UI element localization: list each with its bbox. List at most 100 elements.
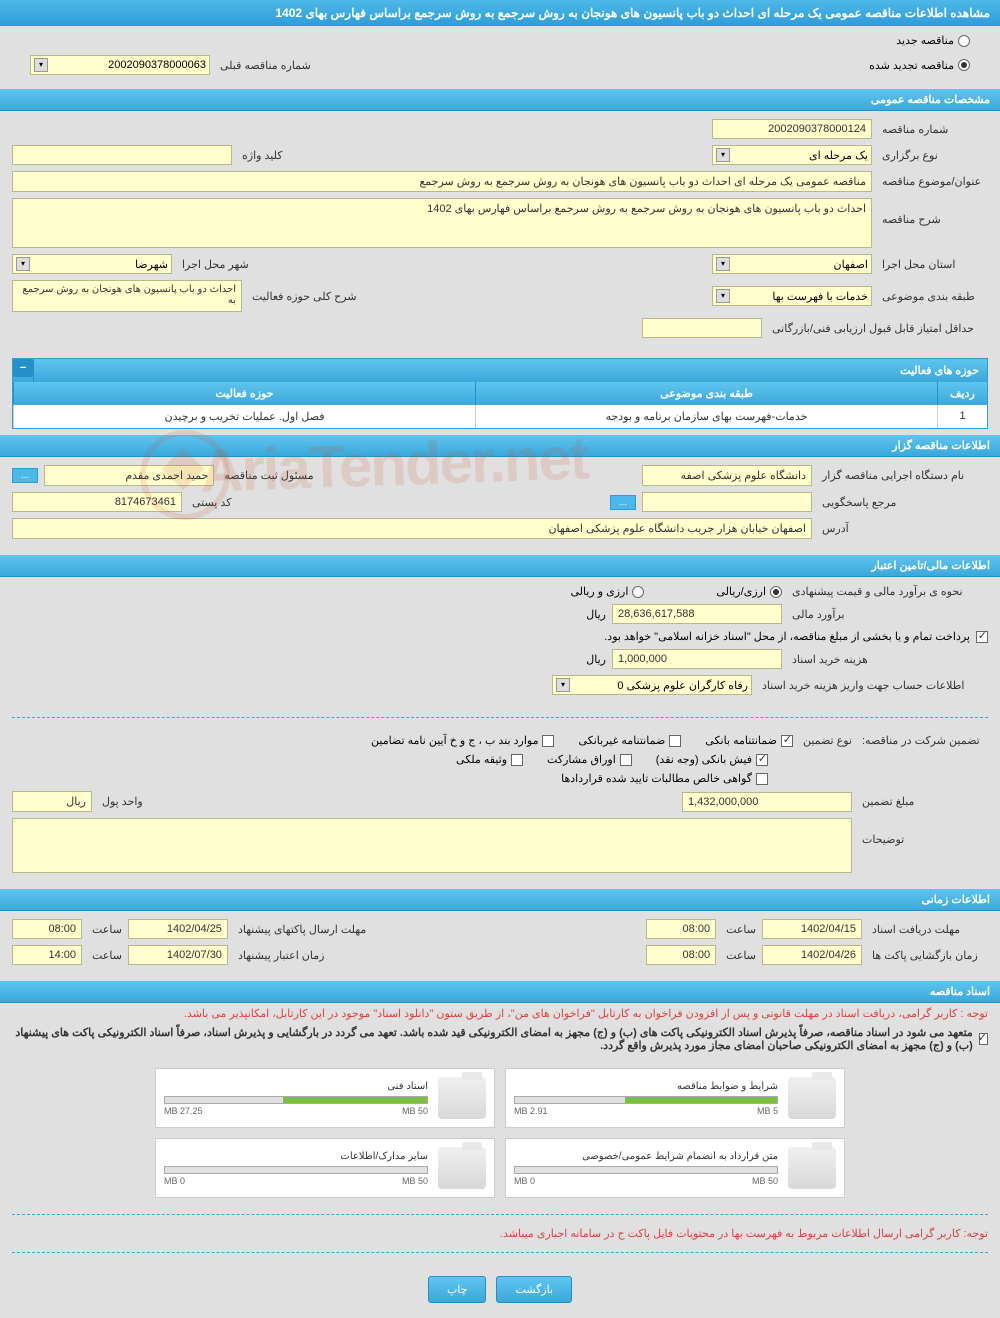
gt4-checkbox[interactable] [756,754,768,766]
radio-renewed-label: مناقصه تجدید شده [869,59,954,72]
province-dropdown[interactable]: اصفهان ▾ [712,254,872,274]
gt5-label: اوراق مشارکت [547,753,616,766]
back-button[interactable]: بازگشت [496,1276,572,1303]
radio-new-tender[interactable] [958,35,970,47]
bottom-note: توجه: کاربر گرامی ارسال اطلاعات مربوط به… [0,1223,1000,1244]
gt4-label: فیش بانکی (وجه نقد) [656,753,752,766]
file-box-3[interactable]: متن قرارداد به انضمام شرایط عمومی/خصوصی … [505,1138,845,1198]
time-label-2: ساعت [88,923,122,936]
chevron-down-icon: ▾ [716,148,730,162]
estimate-field: 28,636,617,588 [612,604,782,624]
exec-label: نام دستگاه اجرایی مناقصه گزار [818,469,988,482]
time-label-4: ساعت [88,949,122,962]
estimate-method-label: نحوه ی برآورد مالی و قیمت پیشنهادی [788,585,988,598]
gt7-checkbox[interactable] [756,773,768,785]
keyword-field[interactable] [12,145,232,165]
currency-label: ریال [586,608,606,621]
gt5-checkbox[interactable] [620,754,632,766]
file3-title: متن قرارداد به انضمام شرایط عمومی/خصوصی [514,1151,778,1162]
money-unit-label: واحد پول [98,795,143,808]
section-general: مشخصات مناقصه عمومی [0,89,1000,111]
guarantee-amount-field: 1,432,000,000 [682,792,852,812]
doc-receive-date[interactable]: 1402/04/15 [762,919,862,939]
reference-label: مرجع پاسخگویی [818,496,988,509]
file4-used: 0 MB [164,1176,185,1186]
packet-send-label: مهلت ارسال پاکتهای پیشنهاد [234,923,366,936]
packet-send-time[interactable]: 08:00 [12,919,82,939]
folder-icon [438,1077,486,1119]
registrar-more-button[interactable]: ... [12,468,38,483]
prev-number-dropdown[interactable]: 2002090378000063 ▾ [30,55,210,75]
time-label-1: ساعت [722,923,756,936]
col-row: ردیف [937,382,987,405]
description-label: شرح مناقصه [878,198,988,226]
file2-used: 27.25 MB [164,1106,203,1116]
gt3-checkbox[interactable] [542,735,554,747]
folder-icon [438,1147,486,1189]
subject-label: عنوان/موضوع مناقصه [878,175,988,188]
row-num: 1 [937,405,987,428]
category-dropdown[interactable]: خدمات با فهرست بها ▾ [712,286,872,306]
file3-total: 50 MB [752,1176,778,1186]
doc-receive-label: مهلت دریافت اسناد [868,923,988,936]
radio-currency-rial[interactable] [632,586,644,598]
file3-progress [514,1166,778,1174]
minimize-icon[interactable]: − [13,359,33,377]
type-dropdown[interactable]: یک مرحله ای ▾ [712,145,872,165]
exec-field: دانشگاه علوم پزشکی اصفه [642,465,812,486]
file-box-1[interactable]: شرایط و ضوابط مناقصه 5 MB2.91 MB [505,1068,845,1128]
validity-date[interactable]: 1402/07/30 [128,945,228,965]
file3-used: 0 MB [514,1176,535,1186]
description-field: احداث دو باب پانسیون های هونجان به روش س… [12,198,872,248]
radio-rial[interactable] [770,586,782,598]
radio-renewed-tender[interactable] [958,59,970,71]
treasury-checkbox[interactable] [976,631,988,643]
reference-field[interactable] [642,492,812,512]
file-box-2[interactable]: اسناد فنی 50 MB27.25 MB [155,1068,495,1128]
gt7-label: گواهی خالص مطالبات تایید شده قراردادها [561,772,752,785]
city-label: شهر محل اجرا [178,258,249,271]
tender-type-group: مناقصه جدید [0,26,1000,55]
guarantee-amount-label: مبلغ تضمین [858,795,988,808]
min-score-field[interactable] [642,318,762,338]
activity-table: حوزه های فعالیت − ردیف طبقه بندی موضوعی … [12,358,988,429]
category-value: خدمات با فهرست بها [772,290,868,303]
file4-title: سایر مدارک/اطلاعات [164,1151,428,1162]
chevron-down-icon: ▾ [34,58,48,72]
table-title: حوزه های فعالیت [33,359,987,382]
commitment-checkbox[interactable] [979,1033,988,1045]
guarantee-type-label: نوع تضمین [799,734,852,747]
notes-field[interactable] [12,818,852,873]
gt1-checkbox[interactable] [781,735,793,747]
print-button[interactable]: چاپ [428,1276,487,1303]
reference-more-button[interactable]: ... [610,495,636,510]
tender-number-field: 2002090378000124 [712,119,872,139]
registrar-label: مسئول ثبت مناقصه [220,469,313,482]
chevron-down-icon: ▾ [716,289,730,303]
chevron-down-icon: ▾ [716,257,730,271]
activity-desc-label: شرح کلی حوزه فعالیت [248,290,357,303]
file1-total: 5 MB [757,1106,778,1116]
account-dropdown[interactable]: رفاه کارگران علوم پزشکی 0 ▾ [552,675,752,695]
packet-open-date[interactable]: 1402/04/26 [762,945,862,965]
section-timing: اطلاعات زمانی [0,889,1000,911]
file4-progress [164,1166,428,1174]
time-label-3: ساعت [722,949,756,962]
keyword-label: کلید واژه [238,149,282,162]
validity-time[interactable]: 14:00 [12,945,82,965]
file2-progress [164,1096,428,1104]
file-box-4[interactable]: سایر مدارک/اطلاعات 50 MB0 MB [155,1138,495,1198]
gt1-label: ضمانتنامه بانکی [705,734,777,747]
city-dropdown[interactable]: شهرضا ▾ [12,254,172,274]
estimate-label: برآورد مالی [788,608,988,621]
subject-field: مناقصه عمومی یک مرحله ای احداث دو باب پا… [12,171,872,192]
gt2-checkbox[interactable] [669,735,681,747]
radio-rial-label: ارزی/ریالی [716,585,766,598]
chevron-down-icon: ▾ [556,678,570,692]
validity-label: زمان اعتبار پیشنهاد [234,949,325,962]
packet-send-date[interactable]: 1402/04/25 [128,919,228,939]
doc-receive-time[interactable]: 08:00 [646,919,716,939]
tender-number-label: شماره مناقصه [878,123,988,136]
packet-open-time[interactable]: 08:00 [646,945,716,965]
gt6-checkbox[interactable] [511,754,523,766]
